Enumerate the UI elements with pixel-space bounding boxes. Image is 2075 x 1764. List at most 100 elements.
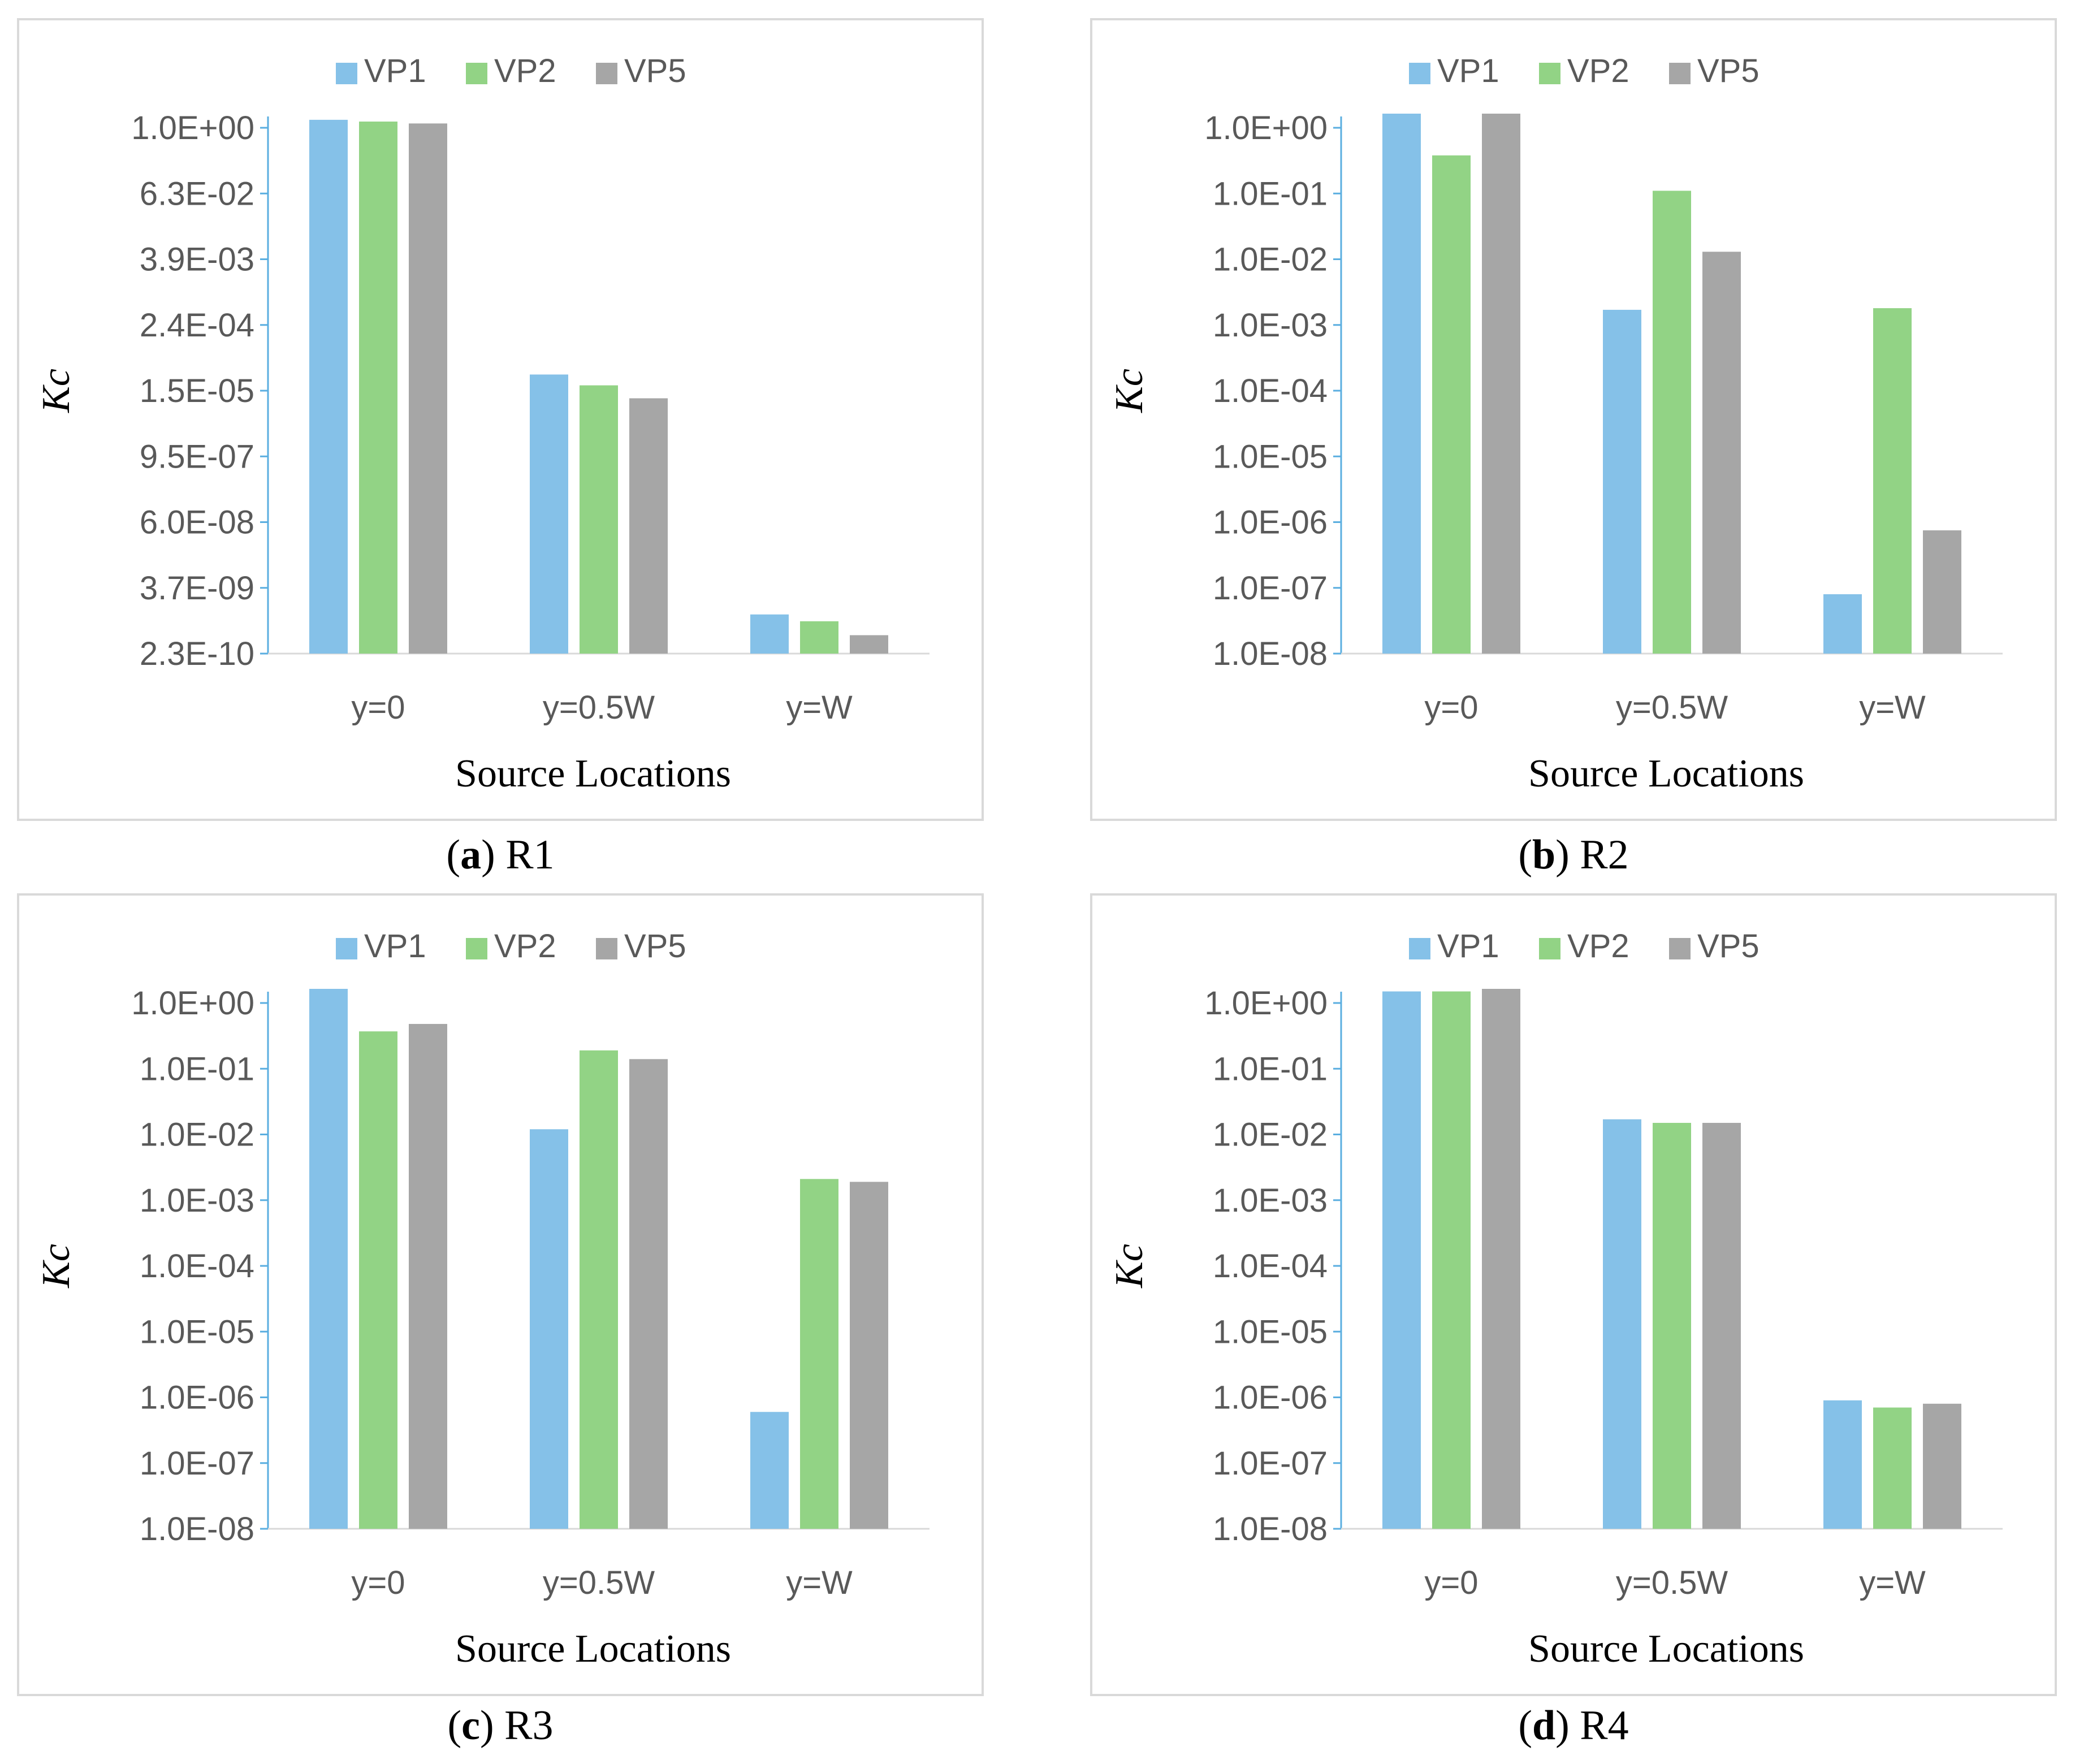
y-tick-label: 1.0E-03	[1213, 1182, 1328, 1219]
bar-vp2-1	[580, 385, 618, 654]
caption-label: R2	[1580, 832, 1629, 878]
caption-r4: (d) R4	[1518, 1702, 1629, 1749]
y-tick-label: 1.0E-06	[1213, 1380, 1328, 1416]
legend-swatch-vp5	[596, 63, 617, 84]
bar-vp1-2	[750, 614, 789, 654]
y-axis-title: Kc	[34, 369, 78, 413]
y-tick-label: 1.5E-05	[140, 373, 254, 409]
x-axis-title: Source Locations	[455, 752, 731, 795]
y-tick-label: 1.0E-05	[140, 1313, 254, 1350]
legend-label-vp5: VP5	[1697, 53, 1760, 89]
caption-letter: d	[1532, 1702, 1556, 1749]
bar-vp5-1	[629, 1059, 668, 1529]
legend-label-vp1: VP1	[364, 928, 426, 965]
legend-swatch-vp5	[596, 938, 617, 959]
y-tick-label: 1.0E-07	[1213, 570, 1328, 607]
y-tick-label: 2.3E-10	[140, 635, 254, 672]
y-axis-title: Kc	[1108, 1244, 1151, 1289]
bar-vp1-1	[530, 374, 568, 654]
y-tick-label: 1.0E-07	[1213, 1445, 1328, 1482]
y-tick-label: 9.5E-07	[140, 438, 254, 475]
y-tick-label: 1.0E-01	[1213, 175, 1328, 212]
chart-r1: VP1 VP2 VP5 1.0E+00 6.3E-02 3.9E-03 2.4E-04 1.5…	[34, 53, 930, 795]
legend-label-vp5: VP5	[1697, 928, 1760, 965]
y-axis-title: Kc	[1108, 369, 1151, 413]
legend-label-vp1: VP1	[1437, 53, 1499, 89]
y-tick-label: 1.0E-08	[1213, 1511, 1328, 1547]
y-tick-label: 1.0E-06	[1213, 504, 1328, 541]
y-tick-label: 6.0E-08	[140, 504, 254, 541]
bar-vp2-2	[1873, 1407, 1912, 1529]
y-tick-label: 1.0E-01	[140, 1050, 254, 1087]
legend-label-vp2: VP2	[1567, 928, 1629, 965]
bar-vp2-2	[800, 1179, 838, 1529]
y-tick-label: 1.0E-07	[140, 1445, 254, 1482]
caption-label: R3	[504, 1702, 554, 1749]
x-tick-label: y=W	[1859, 1564, 1926, 1601]
y-tick-label: 1.0E-02	[140, 1117, 254, 1153]
y-tick-label: 1.0E+00	[1204, 110, 1328, 146]
y-tick-label: 1.0E-01	[1213, 1050, 1328, 1087]
bar-vp1-0	[309, 119, 348, 654]
y-tick-label: 1.0E+00	[131, 110, 254, 146]
legend-swatch-vp1	[1409, 63, 1430, 84]
x-tick-label: y=0	[351, 689, 405, 726]
x-axis-title: Source Locations	[1528, 752, 1804, 795]
bar-vp5-2	[1923, 530, 1961, 654]
legend-swatch-vp1	[336, 938, 357, 959]
bar-vp2-0	[1432, 155, 1471, 654]
bar-vp2-2	[1873, 308, 1912, 654]
x-axis-title: Source Locations	[455, 1627, 731, 1671]
legend-swatch-vp5	[1669, 938, 1691, 959]
y-tick-label: 2.4E-04	[140, 307, 254, 344]
chart-r2: VP1 VP2 VP5 1.0E+00 1.0E-01 1.0E-02 1.0E-03 1.0…	[1108, 53, 2003, 795]
bar-vp1-1	[530, 1129, 568, 1529]
bar-vp5-0	[1482, 114, 1520, 654]
bar-vp2-0	[359, 1031, 397, 1529]
legend-swatch-vp2	[466, 63, 487, 84]
y-tick-label: 1.0E-08	[140, 1511, 254, 1547]
bar-vp2-0	[1432, 991, 1471, 1529]
legend-label-vp5: VP5	[624, 928, 686, 965]
bar-vp2-0	[359, 122, 397, 654]
caption-r2: (b) R2	[1518, 832, 1629, 878]
y-axis-title: Kc	[34, 1244, 78, 1289]
bar-vp5-2	[1923, 1403, 1961, 1529]
bar-vp5-1	[629, 398, 668, 654]
x-axis-title: Source Locations	[1528, 1627, 1804, 1671]
x-tick-label: y=0.5W	[543, 689, 655, 726]
bar-vp2-1	[1653, 1123, 1691, 1529]
bar-vp5-0	[1482, 989, 1520, 1529]
bar-vp2-1	[580, 1050, 618, 1529]
x-tick-label: y=0	[351, 1564, 405, 1601]
legend-swatch-vp2	[466, 938, 487, 959]
y-tick-label: 1.0E-05	[1213, 1313, 1328, 1350]
y-tick-label: 3.7E-09	[140, 570, 254, 607]
chart-panel-r3: VP1 VP2 VP5 1.0E+00 1.0E-01 1.0E-02 1.0E-03 1.0…	[17, 893, 984, 1696]
bar-vp5-2	[850, 1182, 888, 1529]
bar-vp1-2	[1823, 594, 1862, 654]
caption-letter: c	[461, 1702, 480, 1749]
y-tick-label: 6.3E-02	[140, 175, 254, 212]
bar-vp5-0	[409, 123, 447, 654]
legend-swatch-vp5	[1669, 63, 1691, 84]
chart-panel-r4: VP1 VP2 VP5 1.0E+00 1.0E-01 1.0E-02 1.0E-03 1.0…	[1090, 893, 2057, 1696]
bar-vp1-1	[1603, 1119, 1641, 1529]
bar-vp2-2	[800, 621, 838, 654]
bar-vp5-0	[409, 1024, 447, 1529]
legend-label-vp2: VP2	[1567, 53, 1629, 89]
x-tick-label: y=W	[786, 689, 853, 726]
bar-vp1-0	[309, 989, 348, 1529]
chart-panel-r1: VP1 VP2 VP5 1.0E+00 6.3E-02 3.9E-03 2.4E-04 1.5…	[17, 18, 984, 821]
legend-swatch-vp2	[1539, 63, 1560, 84]
x-tick-label: y=W	[1859, 689, 1926, 726]
legend-swatch-vp1	[1409, 938, 1430, 959]
caption-r3: (c) R3	[447, 1702, 554, 1749]
chart-r3: VP1 VP2 VP5 1.0E+00 1.0E-01 1.0E-02 1.0E-03 1.0…	[34, 928, 930, 1671]
caption-r1: (a) R1	[446, 832, 555, 878]
bar-vp1-0	[1382, 991, 1421, 1529]
y-tick-label: 1.0E-05	[1213, 438, 1328, 475]
caption-letter: b	[1532, 832, 1556, 878]
caption-label: R1	[505, 832, 555, 878]
legend-label-vp1: VP1	[1437, 928, 1499, 965]
